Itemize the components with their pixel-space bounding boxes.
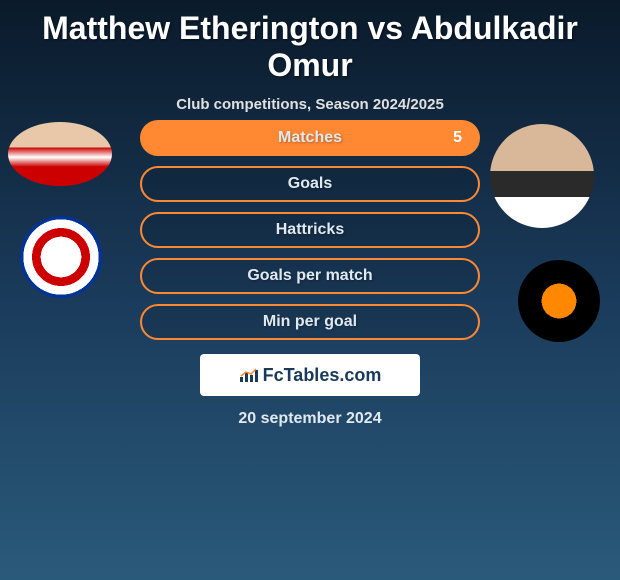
season-subtitle: Club competitions, Season 2024/2025 bbox=[0, 96, 620, 113]
branding-box: FcTables.com bbox=[200, 354, 420, 396]
stat-bar-goals-per-match: Goals per match bbox=[140, 258, 480, 294]
stat-value-right: 5 bbox=[453, 129, 462, 147]
stat-label: Goals per match bbox=[247, 267, 372, 285]
club-badge-left bbox=[20, 216, 102, 298]
club-badge-right bbox=[518, 260, 600, 342]
stat-label: Matches bbox=[278, 129, 342, 147]
stat-label: Hattricks bbox=[276, 221, 344, 239]
brand-text: FcTables.com bbox=[263, 365, 382, 386]
stat-label: Goals bbox=[288, 175, 332, 193]
comparison-title: Matthew Etherington vs Abdulkadir Omur bbox=[0, 0, 620, 84]
stat-bar-goals: Goals bbox=[140, 166, 480, 202]
date-text: 20 september 2024 bbox=[0, 410, 620, 428]
stat-bar-hattricks: Hattricks bbox=[140, 212, 480, 248]
stats-container: Matches 5 Goals Hattricks Goals per matc… bbox=[140, 120, 480, 350]
player-face-left bbox=[8, 122, 112, 186]
player-face-right bbox=[490, 124, 594, 228]
player-avatar-right bbox=[490, 124, 594, 228]
stat-bar-min-per-goal: Min per goal bbox=[140, 304, 480, 340]
chart-icon bbox=[239, 367, 259, 383]
stat-bar-matches: Matches 5 bbox=[140, 120, 480, 156]
stat-label: Min per goal bbox=[263, 313, 357, 331]
player-avatar-left bbox=[8, 122, 112, 186]
